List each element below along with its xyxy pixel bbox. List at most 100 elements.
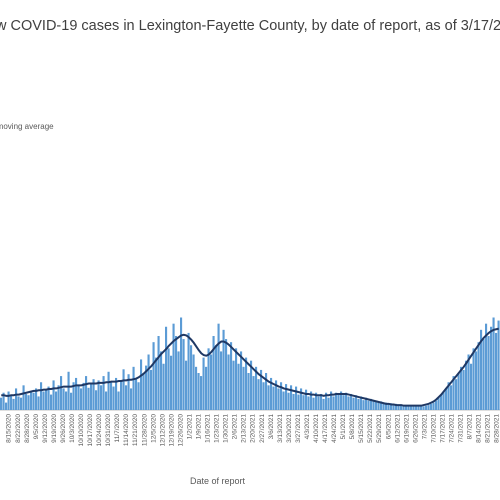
x-tick-label: 1/30/2021 <box>223 414 230 443</box>
bar <box>25 393 28 410</box>
bar <box>87 387 90 410</box>
bar <box>470 363 473 410</box>
bar <box>10 394 13 410</box>
bar <box>322 398 325 410</box>
bar <box>410 405 413 410</box>
bar <box>385 402 388 410</box>
bar <box>167 348 170 410</box>
bar <box>102 376 105 410</box>
bar <box>127 374 130 410</box>
bar <box>427 405 430 410</box>
bar <box>120 380 123 410</box>
bar <box>150 369 153 410</box>
x-tick-label: 8/28/2021 <box>494 414 500 443</box>
bar <box>255 366 258 410</box>
bar <box>140 359 143 410</box>
bar <box>457 373 460 410</box>
bar <box>407 405 410 410</box>
bar <box>192 354 195 410</box>
x-tick-label: 3/6/2021 <box>268 414 275 440</box>
bar <box>277 388 280 410</box>
bar <box>122 369 125 410</box>
bar <box>382 403 385 410</box>
bar <box>367 400 370 410</box>
bar <box>172 323 175 410</box>
bar <box>245 357 248 410</box>
bar <box>300 388 303 410</box>
x-tick-label: 7/24/2021 <box>449 414 456 443</box>
bar-series <box>0 317 500 410</box>
bar <box>157 336 160 410</box>
bar <box>335 392 338 410</box>
x-tick-label: 2/13/2021 <box>241 414 248 443</box>
x-tick-label: 11/14/2020 <box>123 414 130 446</box>
x-tick-label: 7/31/2021 <box>458 414 465 443</box>
bar <box>162 363 165 410</box>
x-tick-label: 3/13/2021 <box>277 414 284 443</box>
bar <box>272 386 275 410</box>
bar <box>100 385 103 410</box>
bar <box>27 395 30 410</box>
bar <box>110 382 113 410</box>
bar <box>42 391 45 410</box>
bar <box>180 317 183 410</box>
moving-average-line <box>1 327 499 407</box>
bar <box>67 371 70 410</box>
bar <box>147 354 150 410</box>
bar <box>325 392 328 410</box>
bar <box>112 386 115 410</box>
bar <box>52 380 55 410</box>
bar <box>362 400 365 410</box>
bar <box>187 332 190 410</box>
x-axis-title: Date of report <box>190 476 246 486</box>
bar <box>77 385 80 410</box>
bar <box>412 406 415 410</box>
bar <box>252 376 255 410</box>
bar <box>265 373 268 410</box>
bar <box>185 360 188 410</box>
bar <box>262 382 265 410</box>
bar <box>377 402 380 410</box>
bar <box>477 342 480 410</box>
bar <box>327 397 330 410</box>
bar <box>290 385 293 410</box>
bar <box>22 385 25 410</box>
x-tick-label: 5/22/2021 <box>367 414 374 443</box>
bar <box>160 351 163 410</box>
bar <box>287 392 290 410</box>
bar <box>220 351 223 410</box>
bar <box>97 380 100 410</box>
bar <box>357 398 360 410</box>
x-tick-label: 5/1/2021 <box>340 414 347 440</box>
x-tick-label: 8/14/2021 <box>476 414 483 443</box>
bar <box>422 406 425 410</box>
x-tick-label: 10/17/2020 <box>87 414 94 447</box>
bar <box>420 405 423 410</box>
bar <box>40 382 43 410</box>
bar <box>37 396 40 410</box>
bar <box>342 395 345 410</box>
bar <box>292 393 295 410</box>
bar <box>90 384 93 410</box>
bar <box>425 405 428 410</box>
x-tick-label: 5/8/2021 <box>349 414 356 440</box>
bar <box>395 403 398 410</box>
bar <box>225 339 228 410</box>
bar <box>387 403 390 410</box>
bar <box>430 403 433 410</box>
bar <box>310 391 313 410</box>
bar <box>75 377 78 410</box>
bar <box>207 348 210 410</box>
chart-title: w COVID-19 cases in Lexington-Fayette Co… <box>0 18 500 34</box>
bar <box>115 377 118 410</box>
bar <box>392 404 395 410</box>
bar <box>7 391 10 410</box>
bar <box>82 382 85 410</box>
bar <box>5 402 8 410</box>
bar <box>200 376 203 410</box>
x-tick-label: 2/6/2021 <box>232 414 239 440</box>
bar <box>92 379 95 410</box>
x-tick-label: 10/24/2020 <box>96 414 103 447</box>
x-tick-label: 6/26/2021 <box>412 414 419 443</box>
x-tick-label: 1/16/2021 <box>205 414 212 443</box>
